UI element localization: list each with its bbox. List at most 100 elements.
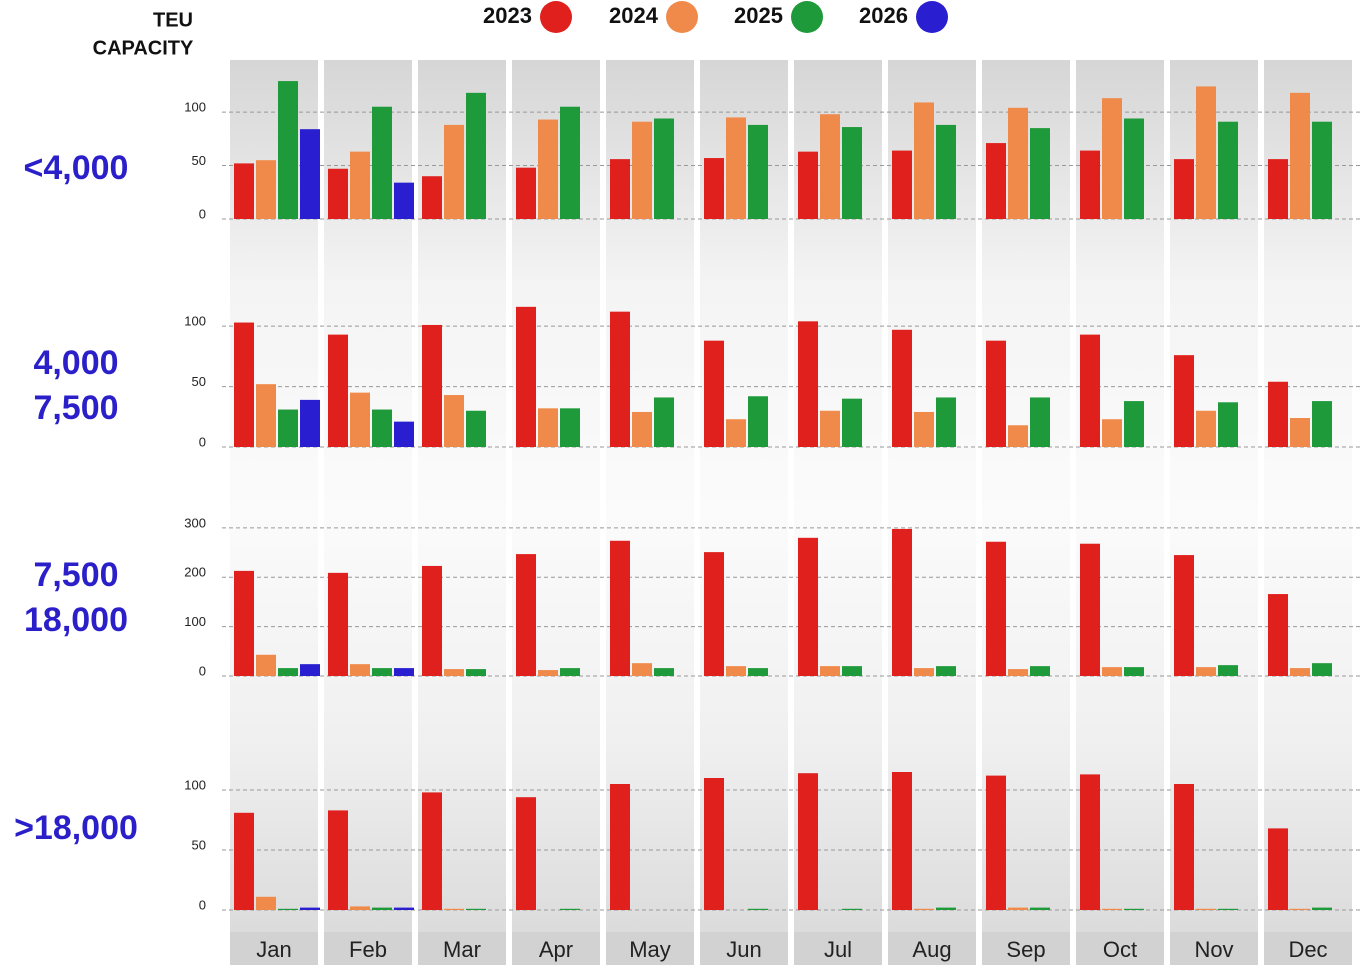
bar xyxy=(1102,667,1122,676)
bar xyxy=(422,565,442,676)
bar xyxy=(936,907,956,910)
bar xyxy=(654,397,674,447)
bar xyxy=(842,666,862,676)
bar xyxy=(1268,159,1288,219)
bar xyxy=(892,528,912,676)
bar xyxy=(422,792,442,910)
bar xyxy=(1218,908,1238,910)
month-box xyxy=(1170,932,1258,965)
bar xyxy=(328,334,348,447)
bar xyxy=(1290,668,1310,676)
bar xyxy=(1174,784,1194,910)
bar xyxy=(748,124,768,219)
bar xyxy=(1312,121,1332,219)
bar xyxy=(466,908,486,910)
bar xyxy=(234,570,254,676)
bar xyxy=(748,908,768,910)
bar xyxy=(444,669,464,676)
bar xyxy=(1030,907,1050,910)
bar xyxy=(1030,397,1050,447)
bar xyxy=(422,176,442,219)
bar xyxy=(422,324,442,447)
row-label: 18,000 xyxy=(24,601,128,639)
bar xyxy=(538,119,558,219)
legend-label: 2024 xyxy=(609,3,659,28)
bar xyxy=(1124,401,1144,447)
bar xyxy=(444,395,464,447)
bar xyxy=(704,340,724,447)
bar xyxy=(748,668,768,676)
bar xyxy=(372,106,392,219)
bar xyxy=(936,124,956,219)
bar xyxy=(372,668,392,676)
bar xyxy=(936,397,956,447)
bar xyxy=(1080,543,1100,676)
legend-label: 2023 xyxy=(483,3,532,28)
bar xyxy=(986,775,1006,910)
bar xyxy=(466,669,486,676)
bar xyxy=(278,81,298,219)
legend-swatch xyxy=(916,1,948,33)
bar xyxy=(1030,128,1050,219)
y-tick-label: 0 xyxy=(199,897,206,912)
month-box xyxy=(700,932,788,965)
bar xyxy=(704,552,724,676)
month-box xyxy=(982,932,1070,965)
bar xyxy=(256,896,276,910)
bar xyxy=(798,537,818,676)
x-tick-label: Feb xyxy=(349,937,387,962)
bar xyxy=(632,663,652,676)
y-tick-label: 0 xyxy=(199,206,206,221)
bar xyxy=(466,92,486,219)
bar xyxy=(1080,150,1100,219)
bar xyxy=(1174,159,1194,219)
bar xyxy=(538,408,558,447)
bar xyxy=(610,159,630,219)
bar xyxy=(394,668,414,676)
bar xyxy=(914,908,934,910)
y-tick-label: 50 xyxy=(192,374,206,389)
bar xyxy=(842,127,862,219)
x-tick-label: Aug xyxy=(912,937,951,962)
month-box xyxy=(324,932,412,965)
bar xyxy=(632,411,652,447)
bar xyxy=(394,421,414,447)
bar xyxy=(1008,669,1028,676)
bar xyxy=(986,340,1006,447)
bar xyxy=(300,664,320,676)
y-tick-label: 300 xyxy=(184,515,206,530)
bar xyxy=(726,666,746,676)
month-box xyxy=(1076,932,1164,965)
bar xyxy=(328,572,348,676)
bar xyxy=(1196,410,1216,447)
bar xyxy=(256,160,276,219)
bar xyxy=(350,392,370,447)
row-label: 7,500 xyxy=(33,389,118,427)
bar xyxy=(394,182,414,219)
legend-label: 2026 xyxy=(859,3,908,28)
bar xyxy=(820,410,840,447)
bar xyxy=(610,311,630,447)
bar xyxy=(394,907,414,910)
x-tick-label: May xyxy=(629,937,671,962)
x-tick-label: Dec xyxy=(1288,937,1327,962)
row-label: 4,000 xyxy=(33,344,118,382)
bar xyxy=(842,908,862,910)
bar xyxy=(234,163,254,219)
bar xyxy=(278,409,298,447)
bar xyxy=(300,907,320,910)
y-tick-label: 50 xyxy=(192,837,206,852)
y-tick-label: 100 xyxy=(184,314,206,329)
bar xyxy=(1102,98,1122,219)
bar xyxy=(798,321,818,447)
bar xyxy=(704,158,724,219)
bar xyxy=(1124,908,1144,910)
x-tick-label: Jul xyxy=(824,937,852,962)
bar xyxy=(610,540,630,676)
x-tick-label: Jan xyxy=(256,937,291,962)
axis-title: TEU xyxy=(153,9,193,31)
y-tick-label: 100 xyxy=(184,100,206,115)
bar xyxy=(986,541,1006,676)
bar xyxy=(1218,121,1238,219)
bar xyxy=(1218,665,1238,676)
